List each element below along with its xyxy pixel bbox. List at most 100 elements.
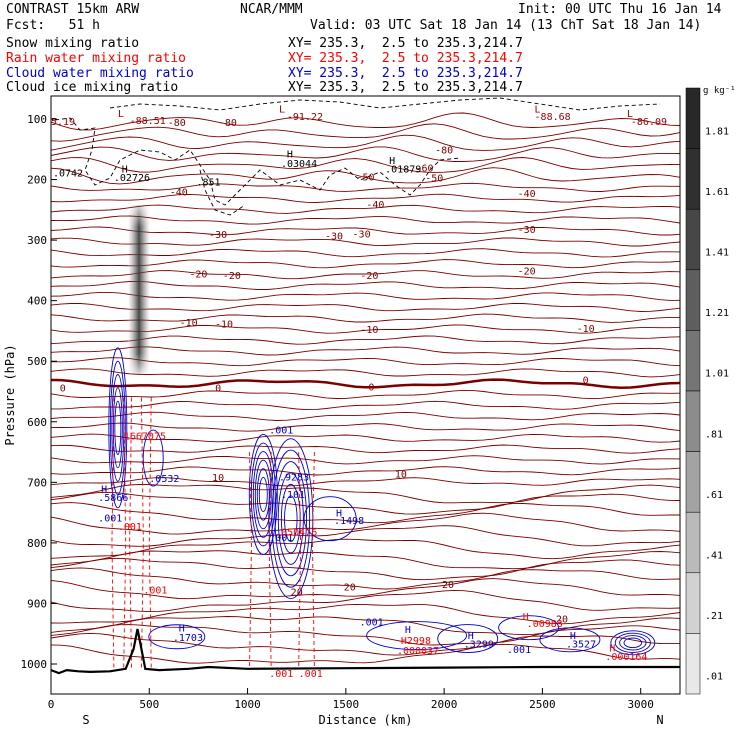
x-tick-label: 0 [48, 698, 55, 711]
isotherm-label: 10 [212, 473, 224, 484]
isotherm-line [51, 491, 680, 515]
rain-water-contour [249, 452, 252, 669]
colorbar-segment [685, 451, 701, 513]
isotherm-line [51, 512, 680, 535]
isotherm-line [51, 455, 680, 465]
isotherm-line [51, 313, 680, 323]
y-tick-label: 200 [27, 174, 47, 187]
cloud-ice-contours [54, 97, 661, 216]
isotherm-label: -10 [180, 318, 198, 329]
cloud-water-contour [498, 615, 560, 641]
cloud-ice-contour [199, 169, 246, 216]
isotherm-label: -30 [325, 231, 343, 242]
forecast-hour: Fcst: 51 h [6, 18, 100, 33]
extremum-label: .050476 [275, 527, 317, 538]
y-tick-label: 900 [27, 597, 47, 610]
y-tick-label: 600 [27, 416, 47, 429]
isotherm-label: -60 [415, 163, 433, 174]
isotherm-line [51, 433, 680, 443]
extremum-label: .01879 [385, 165, 421, 176]
extremum-label: .1498 [334, 516, 364, 527]
y-axis-title: Pressure (hPa) [3, 344, 17, 445]
extremum-label: .001 [118, 522, 142, 533]
x-tick-label: 3000 [627, 698, 654, 711]
isotherm-label: -30 [353, 229, 371, 240]
valid-time: Valid: 03 UTC Sat 18 Jan 14 (13 ChT Sat … [310, 18, 702, 33]
colorbar-tick-label: 1.21 [705, 308, 729, 319]
y-tick-label: 400 [27, 295, 47, 308]
extremum-label: H [570, 631, 576, 642]
rain-water-contour [311, 452, 315, 669]
isotherm-label: -50 [425, 174, 443, 185]
isotherm-line [51, 112, 680, 131]
extremum-label: H [405, 625, 411, 636]
cloud-water-contours [108, 347, 656, 656]
extremum-label: .001 [269, 426, 293, 437]
extremum-label: .001 [143, 586, 167, 597]
cloud-water-contour [114, 400, 122, 455]
cloud-water-contour [303, 496, 357, 542]
isotherm-label: -80 [219, 118, 237, 129]
extremum-label: L [279, 105, 285, 116]
isotherm-line [51, 215, 680, 225]
extremum-label: .001 [299, 669, 323, 680]
x-tick-label: 500 [139, 698, 159, 711]
isotherm-line [51, 335, 680, 345]
extremum-label: -86.09 [631, 117, 667, 128]
isotherm-label: -20 [189, 269, 207, 280]
cloud-water-contour [284, 495, 298, 542]
field-rain-xy: XY= 235.3, 2.5 to 235.3,214.7 [288, 51, 523, 66]
cloud-water-contour [619, 635, 647, 651]
isotherm-line [51, 477, 680, 487]
colorbar-segment [685, 572, 701, 634]
axes: 0 500 1000 1500 2000 2500 30001002003004005006… [3, 113, 664, 727]
colorbar-segment [685, 148, 701, 210]
x-tick-label: 2000 [431, 698, 458, 711]
rain-water-contour [298, 452, 302, 669]
cloud-water-contour [256, 468, 270, 521]
isotherm-label: 20 [442, 580, 454, 591]
extremum-label: .0532 [149, 474, 179, 485]
extremum-label: .001 [360, 618, 384, 629]
extremum-label: L [627, 109, 633, 120]
extremum-label: .0742 [53, 168, 83, 179]
y-tick-label: 1000 [21, 658, 48, 671]
model-title: CONTRAST 15km ARW [6, 2, 140, 17]
isotherm-line [51, 444, 680, 454]
isotherm-line [51, 303, 680, 312]
isotherm-label: -80 [168, 118, 186, 129]
extremum-label: -91.22 [287, 112, 323, 123]
isotherm-line [51, 567, 680, 590]
extremum-label: H [523, 612, 529, 623]
isotherm-line [51, 578, 680, 600]
y-tick-label: 800 [27, 537, 47, 550]
cloud-water-contour [623, 637, 643, 649]
extremum-label: H [468, 631, 474, 642]
contour-labels: -80 -80-80-60-50 -50-40-40-40-30 -30 -30 -30-… [51, 105, 667, 680]
colorbar-segment [685, 269, 701, 331]
extremum-label: 5.19 [51, 117, 75, 128]
isotherm-line [51, 324, 680, 334]
isotherm-line [51, 248, 680, 258]
isotherm-label: 20 [556, 615, 568, 626]
isotherm-line [51, 378, 680, 390]
isotherm-line [51, 237, 680, 247]
south-label: S [82, 713, 89, 727]
isotherm-line [51, 550, 680, 570]
isotherm-line [51, 603, 680, 625]
extremum-label: H [179, 624, 185, 635]
isotherm-label: 0 [215, 383, 221, 394]
extremum-label: .851 [196, 177, 220, 188]
isotherm-line [51, 226, 680, 236]
extremum-label: .001 [269, 669, 293, 680]
cloud-water-contour [614, 632, 651, 653]
isotherm-label: -40 [518, 189, 536, 200]
isotherm-line [51, 483, 680, 504]
isotherm-label: 10 [395, 469, 407, 480]
extremum-label: L [118, 109, 124, 120]
extremum-label: -88.68 [535, 112, 571, 123]
extremum-label: H [336, 509, 342, 520]
cloud-water-contour [148, 624, 206, 650]
